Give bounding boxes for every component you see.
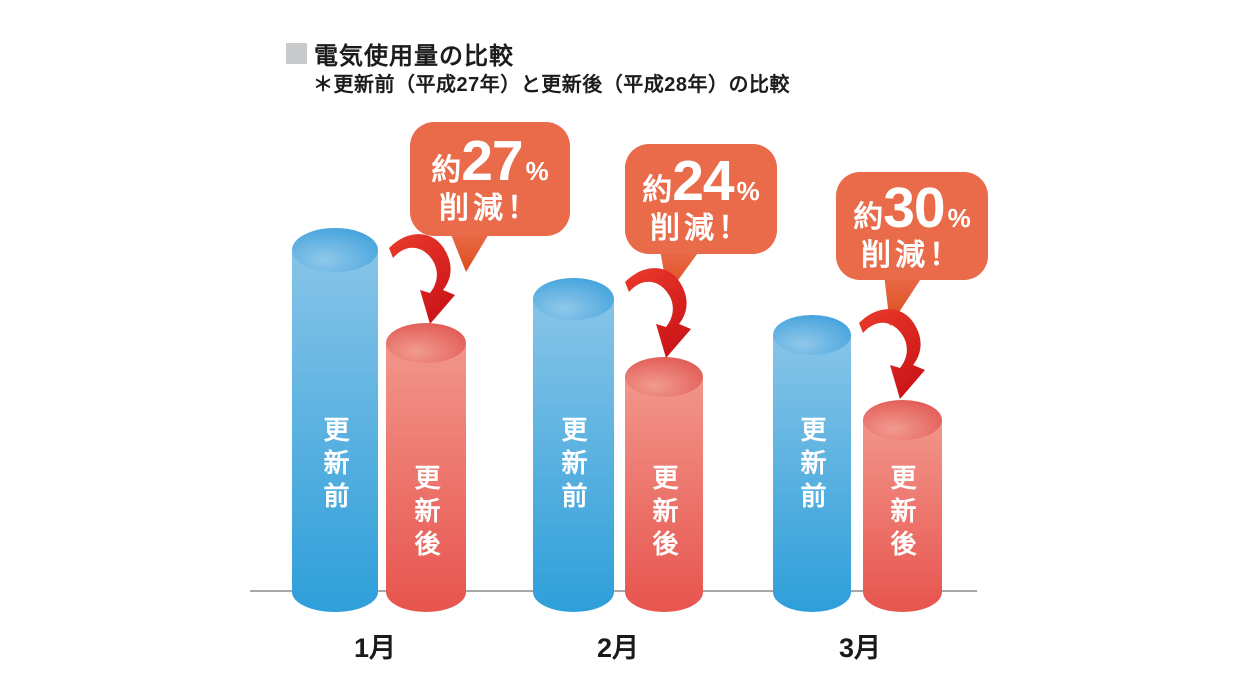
reduction-word: 削減！ [439, 192, 541, 226]
reduction-value-line: 約 24% [642, 153, 760, 210]
bar-label-feb-after: 更新後 [649, 464, 679, 563]
chart-subtitle: ＊更新前（平成27年）と更新後（平成28年）の比較 [313, 74, 790, 96]
cylinder-jan-before [292, 228, 378, 612]
cylinder-feb-before [533, 278, 614, 612]
reduction-percent: 30 [883, 176, 945, 241]
down-arrow-icon-mar [859, 309, 925, 399]
down-arrow-icon-feb [625, 268, 691, 358]
chart-title-row: 電気使用量の比較 [286, 36, 514, 71]
reduction-word: 削減！ [650, 212, 752, 246]
cylinder-mar-after [863, 400, 942, 612]
reduction-bubble-feb: 約 24% 削減！ [625, 144, 777, 254]
bar-label-feb-before: 更新前 [558, 416, 588, 515]
cylinder-jan-after [386, 323, 466, 612]
reduction-word: 削減！ [861, 239, 963, 273]
percent-sign: % [947, 203, 971, 234]
approx-prefix: 約 [853, 201, 884, 235]
approx-prefix: 約 [642, 174, 673, 208]
axis-label-jan: 1月 [353, 633, 397, 663]
down-arrow-icon-jan [389, 234, 455, 324]
approx-prefix: 約 [431, 154, 462, 188]
cylinder-mar-before [773, 315, 851, 612]
axis-label-mar: 3月 [838, 633, 882, 663]
reduction-value-line: 約 27% [431, 133, 549, 190]
reduction-value-line: 約 30% [853, 180, 971, 237]
percent-sign: % [736, 176, 760, 207]
reduction-bubble-jan: 約 27% 削減！ [410, 122, 570, 236]
bar-label-jan-before: 更新前 [320, 416, 350, 515]
reduction-percent: 27 [461, 129, 523, 194]
bubble-tail-jan [450, 232, 490, 272]
chart-title: 電気使用量の比較 [314, 43, 514, 70]
bar-label-mar-before: 更新前 [797, 416, 827, 515]
title-square-marker-icon [286, 43, 307, 64]
reduction-bubble-mar: 約 30% 削減！ [836, 172, 988, 280]
reduction-percent: 24 [672, 149, 734, 214]
bar-label-mar-after: 更新後 [887, 464, 917, 563]
percent-sign: % [525, 156, 549, 187]
cylinder-feb-after [625, 357, 703, 612]
bar-label-jan-after: 更新後 [411, 464, 441, 563]
axis-label-feb: 2月 [596, 633, 640, 663]
